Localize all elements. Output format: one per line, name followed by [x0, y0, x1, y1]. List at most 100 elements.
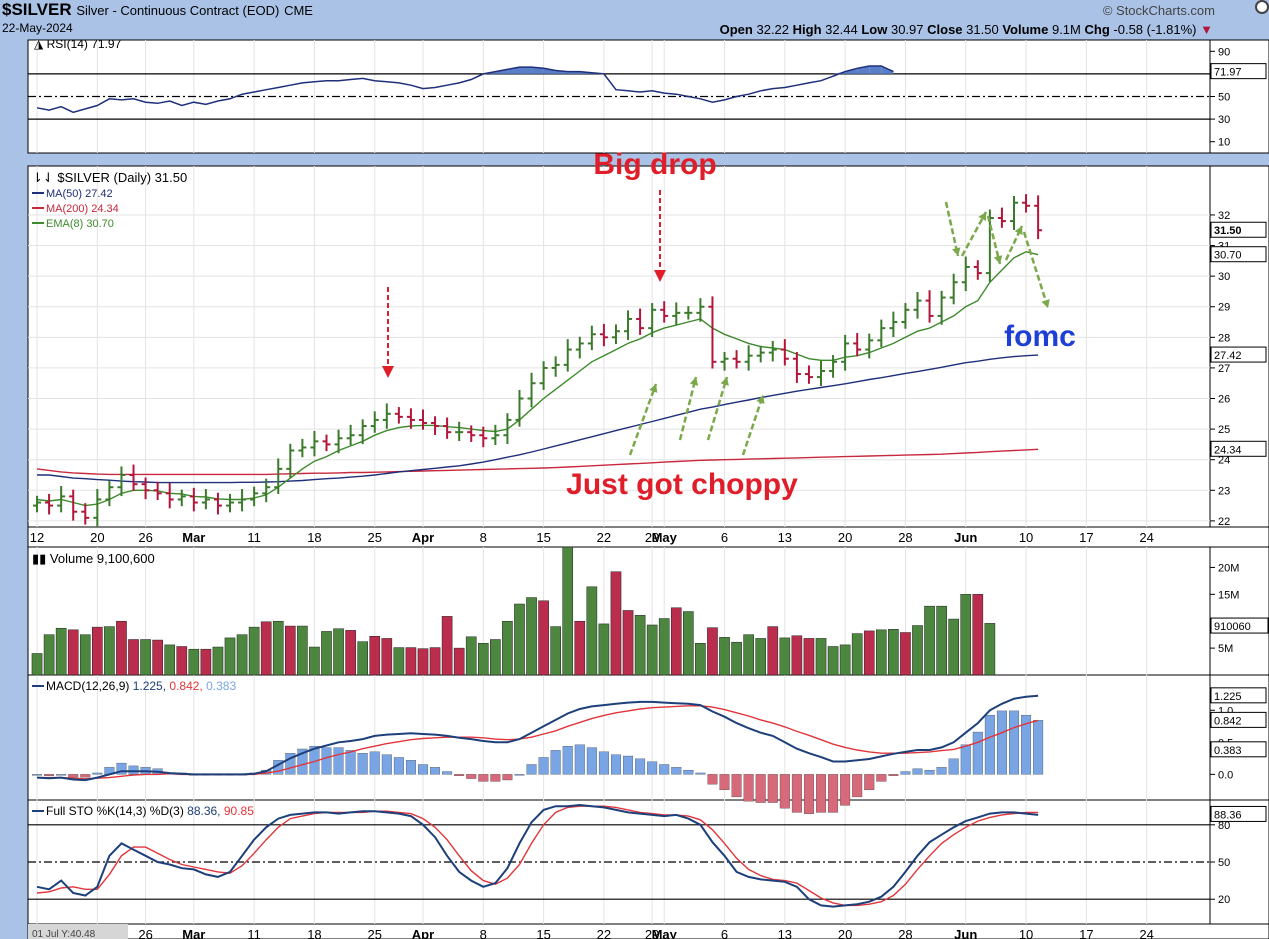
close-icon[interactable] [1255, 0, 1269, 14]
price-legend-item: MA(200) 24.34 [46, 203, 119, 215]
cursor-readout-box [28, 924, 128, 939]
macd-histogram-bar [321, 747, 332, 775]
macd-value-tag-box [1210, 687, 1267, 704]
volume-bar [767, 626, 779, 676]
rsi-overbought-fill [543, 68, 556, 74]
close-value: 31.50 [966, 22, 999, 37]
volume-bar [393, 647, 405, 676]
bottom-date-axis-label: 20 [838, 927, 852, 939]
bottom-date-axis-label: Apr [412, 927, 434, 939]
macd-histogram-bar [418, 764, 428, 775]
volume-value-tag: 910060 [1214, 621, 1251, 633]
price-tick-label: 23 [1218, 485, 1230, 497]
volume-bar [634, 615, 646, 676]
volume-bar [851, 633, 863, 676]
volume-bar [707, 627, 718, 676]
macd-histogram-bar [996, 710, 1007, 775]
volume-bar [502, 620, 513, 676]
volume-bar [646, 624, 658, 676]
bottom-date-axis-label: Jun [954, 927, 977, 939]
volume-tick-label: 5M [1218, 643, 1233, 655]
macd-histogram-bar [864, 774, 875, 791]
macd-value-tag-box [1210, 711, 1267, 728]
macd-histogram-bar [430, 767, 441, 775]
volume-bar [477, 643, 489, 676]
sto-value-tag-box [1210, 805, 1267, 822]
macd-legend-value: 1.225, [133, 679, 170, 693]
volume-bar [260, 621, 272, 676]
volume-bar [140, 639, 151, 676]
volume-bar [658, 618, 670, 676]
volume-bar [236, 634, 248, 676]
rsi-tick-label: 50 [1218, 92, 1230, 104]
macd-histogram-bar [586, 747, 597, 775]
date-axis-label: 20 [90, 530, 104, 545]
volume-bar [586, 586, 598, 676]
volume-tick-label: 15M [1218, 589, 1239, 601]
macd-histogram-bar [80, 774, 91, 778]
macd-value-tag: 0.842 [1214, 715, 1242, 727]
macd-histogram-bar [405, 760, 416, 775]
exchange: CME [284, 3, 313, 18]
volume-bar [598, 623, 610, 676]
symbol: $SILVER [2, 0, 72, 19]
price-legend-item: EMA(8) 30.70 [46, 218, 114, 230]
macd-histogram-bar [116, 762, 127, 775]
macd-line [36, 694, 1039, 782]
macd-histogram-bar [755, 774, 766, 803]
volume-bar [839, 644, 851, 676]
macd-histogram-bar [1033, 720, 1044, 775]
green-arrow-head [993, 255, 1003, 264]
macd-value-tag: 1.225 [1214, 691, 1242, 703]
chart-date: 22-May-2024 [2, 21, 73, 35]
macd-histogram-bar [610, 754, 621, 775]
volume-bar [876, 629, 887, 676]
volume-bar [984, 623, 996, 676]
bottom-date-axis-label: 13 [778, 927, 792, 939]
green-dashed-arrow [741, 394, 765, 456]
bottom-date-axis-label: 25 [368, 927, 382, 939]
price-tick-label: 28 [1218, 332, 1230, 344]
volume-bar [31, 653, 43, 676]
price-tick-label: 24 [1218, 455, 1230, 467]
green-dashed-arrow [678, 376, 698, 441]
rsi-tick-label: 90 [1218, 46, 1230, 58]
macd-histogram-bar [333, 747, 344, 775]
volume-bar [441, 616, 453, 676]
volume-bar [670, 607, 682, 676]
volume-bar [924, 605, 935, 676]
volume-bar [67, 629, 79, 676]
macd-histogram-bar [285, 753, 296, 775]
volume-bar [405, 647, 417, 676]
macd-histogram-bar [393, 757, 404, 775]
sto-legend-value: 90.85 [224, 804, 254, 818]
ema8-line [36, 250, 1039, 507]
annotation-just-got-choppy: Just got choppy [566, 468, 798, 501]
price-tick-label: 27 [1218, 363, 1230, 375]
volume-bar [888, 629, 899, 676]
macd-histogram-bar [912, 768, 923, 775]
macd-histogram-bar [369, 751, 380, 775]
green-dashed-arrow [960, 211, 988, 257]
macd-histogram-bar [816, 774, 826, 813]
volume-bar [731, 641, 742, 676]
price-tick-label: 29 [1218, 302, 1230, 314]
macd-histogram-bar [828, 774, 839, 813]
macd-tick-label: 0.0 [1218, 769, 1233, 781]
macd-histogram-bar [876, 774, 887, 782]
bottom-date-axis-label: 17 [1079, 927, 1093, 939]
brand-logo[interactable]: © StockCharts.com [1102, 3, 1215, 18]
rsi-value-tag-box [1210, 63, 1267, 80]
macd-histogram-bar [743, 774, 754, 802]
date-axis-label: 26 [138, 530, 152, 545]
macd-histogram-bar [888, 774, 899, 776]
macd-histogram-bar [345, 750, 356, 775]
sto-tick-label: 50 [1218, 857, 1230, 869]
annotation-fomc: fomc [1004, 320, 1076, 353]
volume-bar [683, 611, 694, 676]
volume-bar [719, 637, 730, 676]
date-axis-label: 17 [1079, 530, 1093, 545]
volume-legend: ▮▮ Volume 9,100,600 [32, 551, 155, 566]
date-axis-label: 18 [307, 530, 321, 545]
